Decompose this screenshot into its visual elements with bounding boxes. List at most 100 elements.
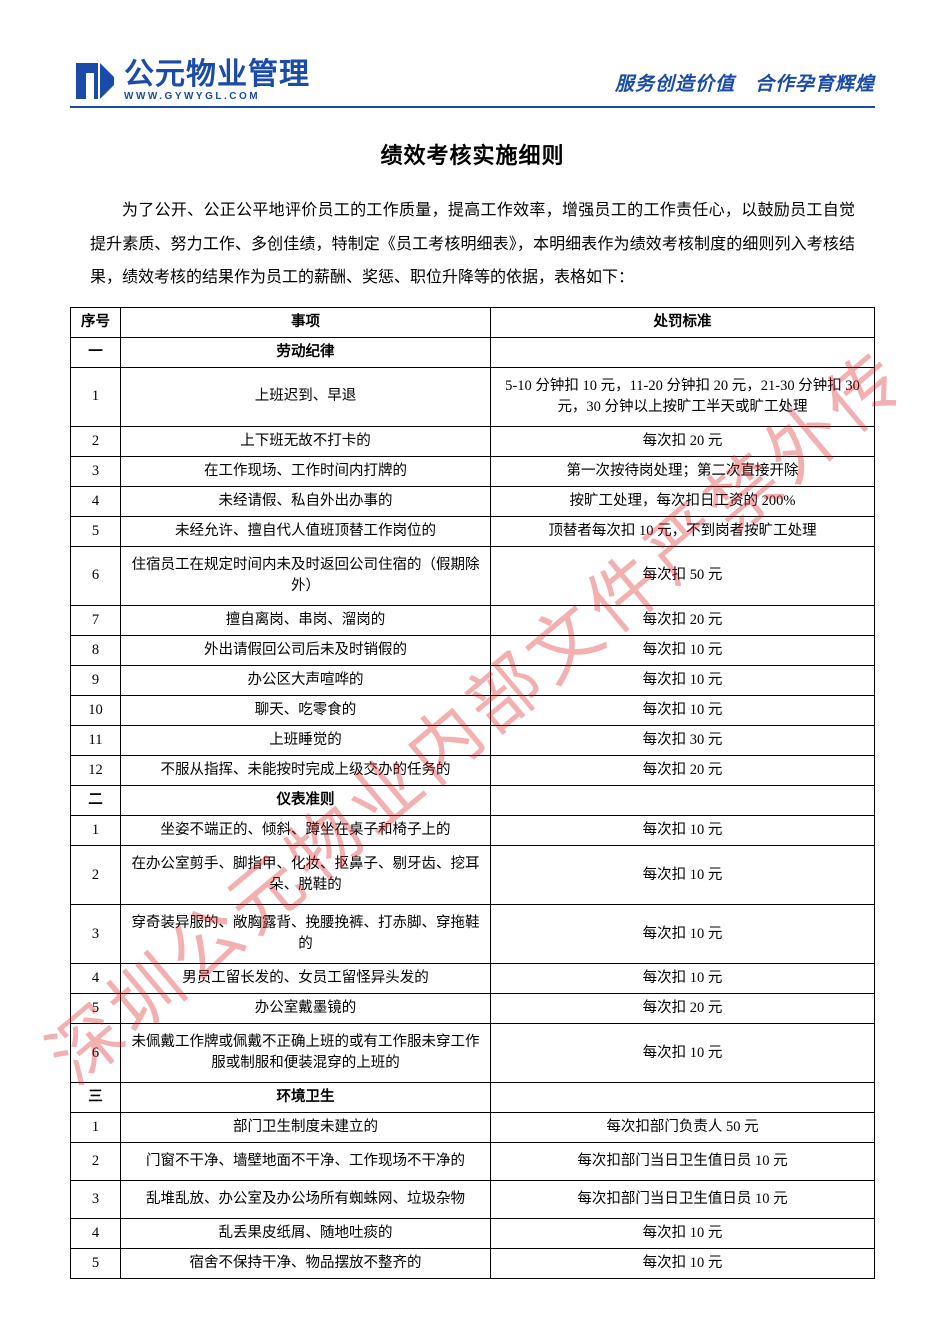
row-seq: 9 bbox=[71, 665, 121, 695]
row-penalty: 每次扣部门当日卫生值日员 10 元 bbox=[491, 1143, 875, 1181]
table-row: 9办公区大声喧哗的每次扣 10 元 bbox=[71, 665, 875, 695]
section-name: 环境卫生 bbox=[121, 1083, 491, 1113]
row-penalty: 每次扣 10 元 bbox=[491, 1249, 875, 1279]
section-seq: 三 bbox=[71, 1083, 121, 1113]
row-item: 男员工留长发的、女员工留怪异头发的 bbox=[121, 964, 491, 994]
section-blank bbox=[491, 786, 875, 816]
table-row: 6未佩戴工作牌或佩戴不正确上班的或有工作服未穿工作服或制服和便装混穿的上班的每次… bbox=[71, 1024, 875, 1083]
table-row: 10聊天、吃零食的每次扣 10 元 bbox=[71, 695, 875, 725]
row-penalty: 每次扣部门当日卫生值日员 10 元 bbox=[491, 1181, 875, 1219]
table-row: 8外出请假回公司后未及时销假的每次扣 10 元 bbox=[71, 635, 875, 665]
row-seq: 5 bbox=[71, 994, 121, 1024]
row-item: 门窗不干净、墙壁地面不干净、工作现场不干净的 bbox=[121, 1143, 491, 1181]
section-seq: 二 bbox=[71, 786, 121, 816]
row-item: 坐姿不端正的、倾斜、蹲坐在桌子和椅子上的 bbox=[121, 816, 491, 846]
row-penalty: 每次扣 10 元 bbox=[491, 846, 875, 905]
table-row: 3乱堆乱放、办公室及办公场所有蜘蛛网、垃圾杂物每次扣部门当日卫生值日员 10 元 bbox=[71, 1181, 875, 1219]
table-row: 5宿舍不保持干净、物品摆放不整齐的每次扣 10 元 bbox=[71, 1249, 875, 1279]
table-row: 2在办公室剪手、脚指甲、化妆、抠鼻子、剔牙齿、挖耳朵、脱鞋的每次扣 10 元 bbox=[71, 846, 875, 905]
table-row: 4男员工留长发的、女员工留怪异头发的每次扣 10 元 bbox=[71, 964, 875, 994]
row-seq: 6 bbox=[71, 546, 121, 605]
row-seq: 1 bbox=[71, 816, 121, 846]
row-penalty: 每次扣 10 元 bbox=[491, 1024, 875, 1083]
table-row: 1坐姿不端正的、倾斜、蹲坐在桌子和椅子上的每次扣 10 元 bbox=[71, 816, 875, 846]
row-penalty: 每次扣 10 元 bbox=[491, 964, 875, 994]
table-row: 5未经允许、擅自代人值班顶替工作岗位的顶替者每次扣 10 元，不到岗者按旷工处理 bbox=[71, 516, 875, 546]
row-seq: 5 bbox=[71, 1249, 121, 1279]
table-row: 11上班睡觉的每次扣 30 元 bbox=[71, 726, 875, 756]
col-header-seq: 序号 bbox=[71, 307, 121, 337]
section-blank bbox=[491, 1083, 875, 1113]
logo-text-url: WWW.GYWYGL.COM bbox=[124, 92, 310, 102]
row-item: 办公区大声喧哗的 bbox=[121, 665, 491, 695]
row-seq: 1 bbox=[71, 1113, 121, 1143]
row-seq: 12 bbox=[71, 756, 121, 786]
row-item: 未佩戴工作牌或佩戴不正确上班的或有工作服未穿工作服或制服和便装混穿的上班的 bbox=[121, 1024, 491, 1083]
section-name: 劳动纪律 bbox=[121, 337, 491, 367]
row-seq: 8 bbox=[71, 635, 121, 665]
row-item: 上下班无故不打卡的 bbox=[121, 426, 491, 456]
row-item: 外出请假回公司后未及时销假的 bbox=[121, 635, 491, 665]
row-seq: 6 bbox=[71, 1024, 121, 1083]
row-seq: 2 bbox=[71, 846, 121, 905]
row-penalty: 第一次按待岗处理；第二次直接开除 bbox=[491, 456, 875, 486]
row-item: 在工作现场、工作时间内打牌的 bbox=[121, 456, 491, 486]
section-name: 仪表准则 bbox=[121, 786, 491, 816]
table-row: 6住宿员工在规定时间内未及时返回公司住宿的（假期除外）每次扣 50 元 bbox=[71, 546, 875, 605]
rules-table: 序号 事项 处罚标准 一劳动纪律1上班迟到、早退5-10 分钟扣 10 元，11… bbox=[70, 307, 875, 1280]
col-header-item: 事项 bbox=[121, 307, 491, 337]
row-item: 上班睡觉的 bbox=[121, 726, 491, 756]
row-penalty: 每次扣 20 元 bbox=[491, 994, 875, 1024]
row-penalty: 每次扣 20 元 bbox=[491, 605, 875, 635]
row-penalty: 每次扣 10 元 bbox=[491, 905, 875, 964]
section-row: 三环境卫生 bbox=[71, 1083, 875, 1113]
table-row: 4未经请假、私自外出办事的按旷工处理，每次扣日工资的 200% bbox=[71, 486, 875, 516]
row-seq: 1 bbox=[71, 367, 121, 426]
table-row: 4乱丢果皮纸屑、随地吐痰的每次扣 10 元 bbox=[71, 1219, 875, 1249]
col-header-penalty: 处罚标准 bbox=[491, 307, 875, 337]
row-seq: 2 bbox=[71, 1143, 121, 1181]
row-item: 在办公室剪手、脚指甲、化妆、抠鼻子、剔牙齿、挖耳朵、脱鞋的 bbox=[121, 846, 491, 905]
table-row: 3穿奇装异服的、敞胸露背、挽腰挽裤、打赤脚、穿拖鞋的每次扣 10 元 bbox=[71, 905, 875, 964]
document-title: 绩效考核实施细则 bbox=[70, 138, 875, 170]
row-item: 办公室戴墨镜的 bbox=[121, 994, 491, 1024]
row-seq: 4 bbox=[71, 1219, 121, 1249]
row-penalty: 顶替者每次扣 10 元，不到岗者按旷工处理 bbox=[491, 516, 875, 546]
row-seq: 4 bbox=[71, 486, 121, 516]
row-item: 穿奇装异服的、敞胸露背、挽腰挽裤、打赤脚、穿拖鞋的 bbox=[121, 905, 491, 964]
table-header-row: 序号 事项 处罚标准 bbox=[71, 307, 875, 337]
row-item: 上班迟到、早退 bbox=[121, 367, 491, 426]
table-row: 7擅自离岗、串岗、溜岗的每次扣 20 元 bbox=[71, 605, 875, 635]
section-row: 二仪表准则 bbox=[71, 786, 875, 816]
table-row: 2门窗不干净、墙壁地面不干净、工作现场不干净的每次扣部门当日卫生值日员 10 元 bbox=[71, 1143, 875, 1181]
row-seq: 11 bbox=[71, 726, 121, 756]
row-seq: 3 bbox=[71, 905, 121, 964]
row-item: 未经请假、私自外出办事的 bbox=[121, 486, 491, 516]
row-seq: 4 bbox=[71, 964, 121, 994]
row-seq: 3 bbox=[71, 1181, 121, 1219]
logo-text-cn: 公元物业管理 bbox=[124, 60, 310, 90]
row-penalty: 每次扣 10 元 bbox=[491, 1219, 875, 1249]
row-item: 聊天、吃零食的 bbox=[121, 695, 491, 725]
row-penalty: 每次扣 20 元 bbox=[491, 426, 875, 456]
table-row: 2上下班无故不打卡的每次扣 20 元 bbox=[71, 426, 875, 456]
row-penalty: 每次扣 50 元 bbox=[491, 546, 875, 605]
row-seq: 10 bbox=[71, 695, 121, 725]
section-row: 一劳动纪律 bbox=[71, 337, 875, 367]
row-penalty: 每次扣 30 元 bbox=[491, 726, 875, 756]
row-item: 宿舍不保持干净、物品摆放不整齐的 bbox=[121, 1249, 491, 1279]
row-penalty: 5-10 分钟扣 10 元，11-20 分钟扣 20 元，21-30 分钟扣 3… bbox=[491, 367, 875, 426]
row-item: 乱丢果皮纸屑、随地吐痰的 bbox=[121, 1219, 491, 1249]
section-blank bbox=[491, 337, 875, 367]
row-item: 住宿员工在规定时间内未及时返回公司住宿的（假期除外） bbox=[121, 546, 491, 605]
row-seq: 3 bbox=[71, 456, 121, 486]
row-penalty: 每次扣 10 元 bbox=[491, 665, 875, 695]
table-row: 5办公室戴墨镜的每次扣 20 元 bbox=[71, 994, 875, 1024]
row-seq: 7 bbox=[71, 605, 121, 635]
table-row: 1部门卫生制度未建立的每次扣部门负责人 50 元 bbox=[71, 1113, 875, 1143]
row-penalty: 每次扣 10 元 bbox=[491, 695, 875, 725]
table-row: 3在工作现场、工作时间内打牌的第一次按待岗处理；第二次直接开除 bbox=[71, 456, 875, 486]
table-row: 12不服从指挥、未能按时完成上级交办的任务的每次扣 20 元 bbox=[71, 756, 875, 786]
page-header: 公元物业管理 WWW.GYWYGL.COM 服务创造价值 合作孕育辉煌 bbox=[70, 60, 875, 108]
row-item: 乱堆乱放、办公室及办公场所有蜘蛛网、垃圾杂物 bbox=[121, 1181, 491, 1219]
